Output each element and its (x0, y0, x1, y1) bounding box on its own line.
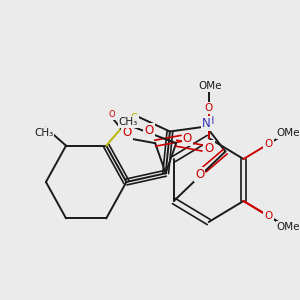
Text: CH₃: CH₃ (34, 128, 53, 138)
Text: O: O (183, 132, 192, 145)
Text: S: S (130, 112, 138, 125)
Text: O: O (264, 211, 272, 221)
Text: O: O (108, 110, 115, 119)
Text: H: H (207, 116, 215, 127)
Text: CH₃: CH₃ (119, 117, 138, 127)
Text: OMe: OMe (277, 128, 300, 138)
Text: OMe: OMe (199, 81, 222, 91)
Text: OMe: OMe (277, 222, 300, 232)
Text: O: O (122, 126, 131, 139)
Text: O: O (144, 124, 154, 137)
Text: O: O (205, 103, 213, 113)
Text: OMe: OMe (277, 222, 300, 232)
Text: O: O (195, 168, 204, 181)
Text: O: O (264, 211, 272, 221)
Text: O: O (205, 142, 214, 154)
Text: N: N (202, 117, 211, 130)
Text: O: O (264, 139, 272, 149)
